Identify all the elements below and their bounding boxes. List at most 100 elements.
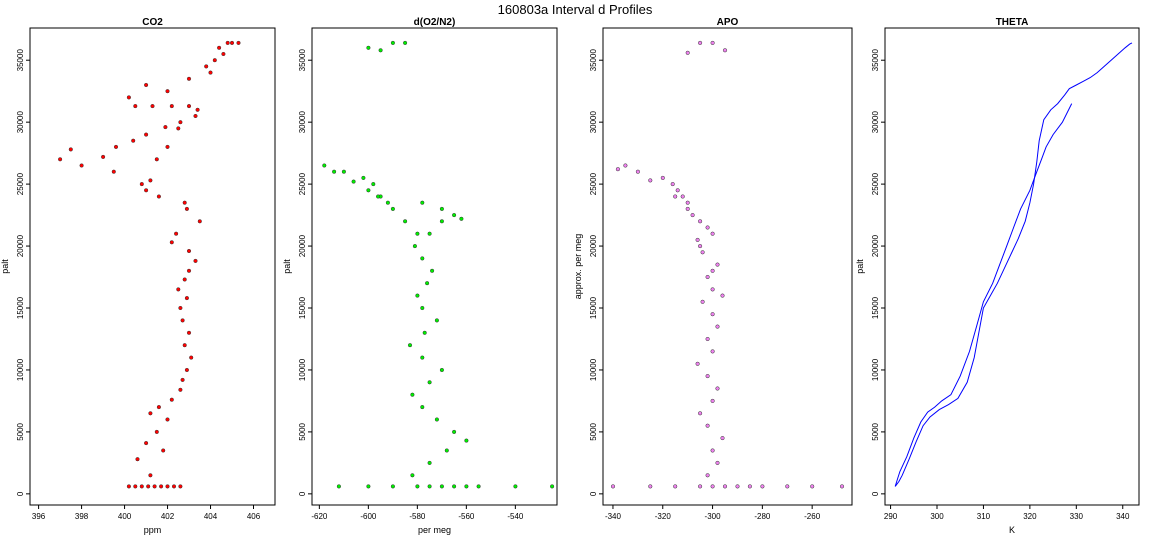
theta-panel: THETA 290 300 310 320 330 340 0 5000 10000 15000 20… xyxy=(855,17,1140,535)
apo-data-point xyxy=(710,398,715,403)
apo-data-point xyxy=(710,484,715,489)
co2-xtick-label: 398 xyxy=(75,512,89,521)
co2-data-point xyxy=(154,429,159,434)
co2-data-point xyxy=(195,107,200,112)
o2n2-ytick-label: 20000 xyxy=(298,234,307,257)
o2n2-data-point xyxy=(420,256,425,261)
o2n2-data-point xyxy=(376,194,381,199)
co2-data-point xyxy=(184,367,189,373)
apo-data-point xyxy=(715,386,720,391)
o2n2-data-point xyxy=(439,206,444,211)
o2n2-data-point xyxy=(341,169,346,174)
apo-data-point xyxy=(685,206,690,211)
theta-y-axis-label: palt xyxy=(855,259,865,274)
co2-data-point xyxy=(236,40,241,45)
o2n2-xtick-label: -580 xyxy=(409,512,426,521)
o2n2-y-axis-label: palt xyxy=(282,259,292,274)
co2-data-point xyxy=(163,125,168,130)
co2-data-point xyxy=(144,132,149,137)
co2-data-point xyxy=(152,484,157,489)
theta-ytick-label: 0 xyxy=(871,491,880,496)
co2-data-point xyxy=(111,169,116,174)
apo-panel: APO -340 -320 -300 -280 -260 0 5000 10000 15000 20… xyxy=(573,17,853,521)
co2-data-point xyxy=(165,417,170,422)
co2-data-point xyxy=(150,104,155,109)
o2n2-data-point xyxy=(427,231,432,236)
apo-data-point xyxy=(635,169,640,174)
apo-data-point xyxy=(705,473,710,478)
co2-data-point xyxy=(148,473,153,478)
apo-data-point xyxy=(705,423,710,428)
o2n2-data-point xyxy=(422,330,427,335)
co2-data-point xyxy=(180,318,185,323)
o2n2-x-axis-label: per meg xyxy=(418,525,451,535)
co2-xtick-label: 402 xyxy=(161,512,175,521)
o2n2-data-point xyxy=(452,484,457,489)
apo-data-point xyxy=(735,484,740,489)
o2n2-data-point xyxy=(425,281,430,286)
theta-ytick-label: 20000 xyxy=(871,234,880,257)
o2n2-data-point xyxy=(430,268,435,273)
co2-data-point xyxy=(184,206,189,211)
apo-data-point xyxy=(660,175,665,180)
apo-ytick-label: 5000 xyxy=(589,422,598,440)
co2-ytick-label: 25000 xyxy=(16,172,25,195)
apo-data-point xyxy=(673,194,678,199)
theta-xtick-label: 310 xyxy=(977,512,991,521)
theta-ytick-label: 15000 xyxy=(871,296,880,319)
co2-data-point xyxy=(189,355,194,360)
apo-data-point xyxy=(722,48,728,53)
apo-data-point xyxy=(695,237,700,242)
theta-series-line xyxy=(894,103,1073,487)
o2n2-panel: d(O2/N2) -620 -600 -580 -560 -540 0 5000 10000 15… xyxy=(282,17,558,535)
co2-data-point xyxy=(169,104,174,109)
o2n2-data-point xyxy=(427,460,432,465)
co2-panel-title: CO2 xyxy=(142,17,163,28)
o2n2-data-point xyxy=(550,484,555,489)
o2n2-xtick-label: -540 xyxy=(507,512,524,521)
o2n2-data-point xyxy=(513,484,518,489)
o2n2-ytick-label: 25000 xyxy=(298,172,307,195)
apo-data-point xyxy=(685,200,690,205)
co2-data-point xyxy=(186,104,192,109)
co2-plot-frame xyxy=(29,27,276,506)
o2n2-data-point xyxy=(410,392,415,397)
co2-data-point xyxy=(171,484,177,489)
co2-data-point xyxy=(113,144,119,149)
co2-data-point xyxy=(144,188,149,193)
o2n2-data-point xyxy=(420,305,425,311)
o2n2-data-point xyxy=(434,417,439,422)
co2-panel: CO2 396 398 400 402 404 406 0 5000 10000 15000 2000… xyxy=(0,17,276,535)
o2n2-ytick-label: 10000 xyxy=(298,358,307,381)
co2-xtick-label: 404 xyxy=(204,512,218,521)
apo-data-point xyxy=(698,484,703,489)
co2-data-point xyxy=(126,484,131,489)
co2-data-point xyxy=(165,144,170,149)
apo-panel-title: APO xyxy=(717,17,739,28)
theta-ytick-label: 30000 xyxy=(871,110,880,133)
o2n2-data-point xyxy=(427,484,432,489)
co2-data-point xyxy=(159,484,164,489)
apo-data-point xyxy=(710,448,715,453)
theta-ytick-label: 5000 xyxy=(871,422,880,440)
co2-data-point xyxy=(186,268,192,273)
o2n2-data-point xyxy=(407,343,413,348)
apo-xtick-label: -300 xyxy=(705,512,722,521)
theta-ytick-label: 35000 xyxy=(871,49,880,72)
o2n2-data-point xyxy=(439,367,444,373)
co2-data-point xyxy=(197,219,202,224)
o2n2-data-point xyxy=(415,293,420,298)
co2-data-point xyxy=(208,70,213,75)
co2-data-point xyxy=(169,240,174,245)
theta-plot-frame xyxy=(884,27,1140,506)
apo-data-point xyxy=(675,188,680,193)
co2-data-point xyxy=(135,457,140,462)
co2-ytick-label: 0 xyxy=(16,491,25,496)
apo-data-point xyxy=(710,287,715,292)
apo-data-point xyxy=(747,484,752,489)
co2-ytick-label: 10000 xyxy=(16,358,25,381)
co2-data-point xyxy=(217,45,222,50)
apo-data-point xyxy=(648,484,653,489)
o2n2-data-point xyxy=(410,473,415,478)
o2n2-ytick-label: 30000 xyxy=(298,110,307,133)
